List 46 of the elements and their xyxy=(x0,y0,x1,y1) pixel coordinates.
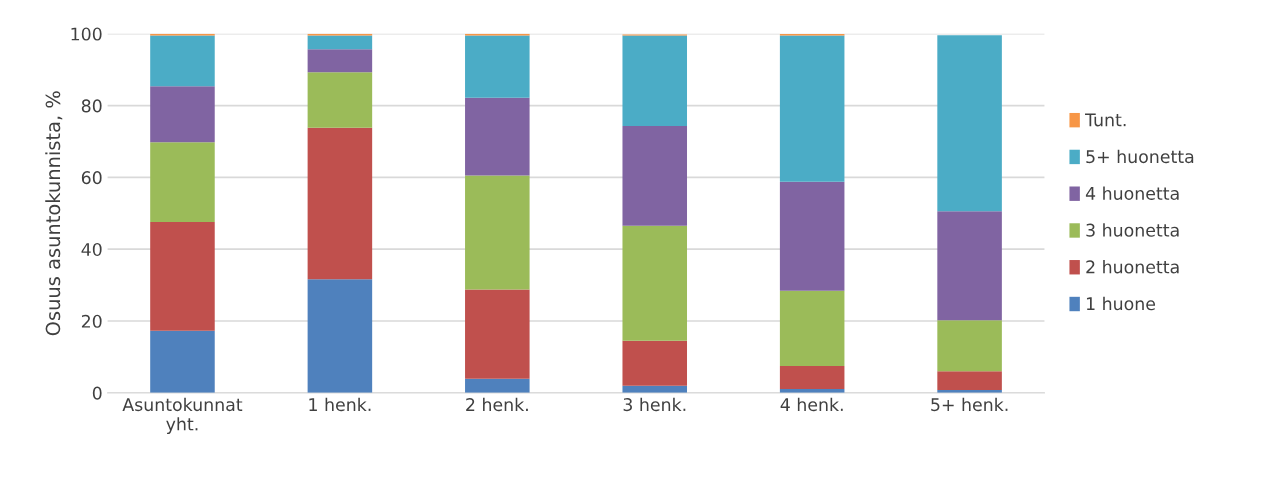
y-tick-label: 0 xyxy=(92,386,102,400)
bar xyxy=(465,175,530,290)
y-tick-label: 100 xyxy=(71,27,102,41)
x-tick-label: 5+ henk. xyxy=(931,397,1008,412)
legend-label: Tunt. xyxy=(1085,113,1126,127)
bar xyxy=(622,35,688,127)
bar xyxy=(307,127,373,280)
y-tick-label: 20 xyxy=(81,314,102,328)
bar xyxy=(307,35,373,50)
x-tick-label: 3 henk. xyxy=(623,397,686,412)
bar xyxy=(307,49,373,73)
bar xyxy=(779,365,845,389)
y-tick-label: 80 xyxy=(81,99,102,113)
bar xyxy=(622,126,688,226)
bar xyxy=(622,340,688,386)
bar xyxy=(465,289,530,379)
bar xyxy=(307,279,373,393)
bar xyxy=(937,320,1002,372)
x-tick-label: 2 henk. xyxy=(466,397,528,412)
legend-label: 3 huonetta xyxy=(1086,223,1179,237)
bar xyxy=(150,35,215,87)
bar xyxy=(307,72,373,128)
x-tick-label: 4 henk. xyxy=(780,397,843,412)
y-tick-label: 40 xyxy=(81,242,102,257)
bar xyxy=(779,290,845,366)
bar xyxy=(150,142,215,222)
x-tick-label: Asuntokunnat yht. xyxy=(122,397,243,434)
legend-label: 5+ huonetta xyxy=(1086,149,1194,164)
bar xyxy=(937,211,1002,321)
x-tick-label: 1 henk. xyxy=(309,397,371,412)
legend-label: 2 huonetta xyxy=(1086,260,1179,274)
bar xyxy=(150,221,215,331)
bar xyxy=(779,35,845,182)
legend-label: 4 huonetta xyxy=(1085,186,1179,200)
bar xyxy=(779,181,845,291)
bar xyxy=(937,371,1002,390)
bar xyxy=(622,225,688,341)
bar xyxy=(465,35,530,98)
bar xyxy=(937,35,1002,212)
bar xyxy=(465,378,530,393)
legend-label: 1 huone xyxy=(1086,296,1156,311)
bar xyxy=(150,330,215,393)
y-axis-title: Osuus asuntokunnista, % xyxy=(45,91,63,336)
y-tick-label: 60 xyxy=(81,171,102,185)
bar xyxy=(150,86,215,143)
bar xyxy=(465,97,530,176)
